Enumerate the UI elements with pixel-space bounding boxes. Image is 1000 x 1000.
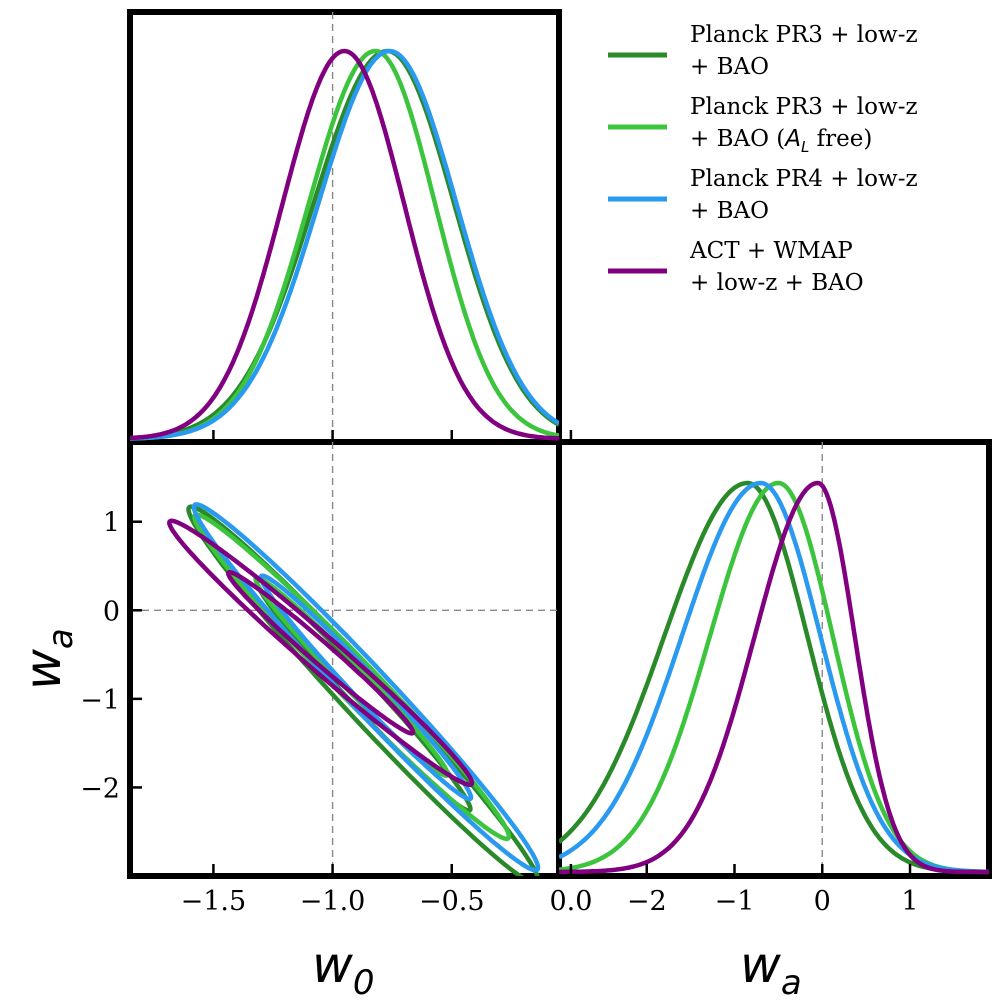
legend-label: Planck PR4 + low-z (690, 166, 918, 192)
tick-label-w0: −1.0 (300, 886, 366, 917)
y-axis-label-wa: wa (14, 628, 81, 690)
w0-wa-contour (191, 502, 541, 873)
panel-wa-frame (556, 439, 992, 879)
w0-posterior-curve (130, 48, 559, 441)
tick-label-wa-y: −1 (80, 685, 120, 716)
legend-label: Planck PR3 + low-z (690, 22, 918, 48)
wa-posterior-curve (559, 480, 989, 875)
tick-label-wa-x: 1 (901, 886, 918, 917)
w0-wa-contour (258, 573, 474, 802)
legend: Planck PR3 + low-z + BAO Planck PR3 + lo… (608, 22, 918, 296)
tick-label-wa-y: 0 (103, 596, 120, 627)
wa-posterior-curve (559, 480, 989, 875)
tick-label-w0: −1.5 (181, 886, 247, 917)
w0-wa-contour (167, 518, 475, 788)
tick-label-wa-x: 0 (814, 886, 831, 917)
legend-label: + BAO (690, 54, 769, 80)
tick-label-w0: 0.0 (549, 886, 592, 917)
w0-wa-contour (226, 569, 416, 736)
legend-entry: Planck PR3 + low-z + BAO (608, 22, 918, 80)
w0-posterior-curve (130, 48, 559, 441)
legend-label: Planck PR3 + low-z (690, 94, 918, 120)
legend-label: ACT + WMAP (689, 238, 853, 264)
tick-label-w0: −0.5 (419, 886, 485, 917)
legend-label: + BAO (690, 198, 769, 224)
legend-entry: Planck PR4 + low-z + BAO (608, 166, 918, 224)
w0-wa-contour (186, 504, 540, 876)
tick-label-wa-x: −2 (627, 886, 667, 917)
tick-label-wa-x: −1 (715, 886, 755, 917)
wa-posterior-curve (559, 480, 989, 874)
x-axis-label-w0: w0 (312, 936, 375, 1000)
legend-label: + BAO (AL free) (690, 126, 872, 156)
legend-label: + low-z + BAO (690, 270, 864, 296)
tick-label-wa-y: −2 (80, 773, 120, 804)
legend-entry: ACT + WMAP + low-z + BAO (608, 238, 864, 296)
wa-posterior-curve (559, 480, 989, 875)
legend-entry: Planck PR3 + low-z + BAO (AL free) (608, 94, 918, 156)
x-axis-label-wa: wa (740, 936, 802, 1000)
tick-label-wa-y: 1 (103, 508, 120, 539)
w0-posterior-curve (130, 48, 559, 441)
panel-w0-frame (127, 9, 562, 445)
